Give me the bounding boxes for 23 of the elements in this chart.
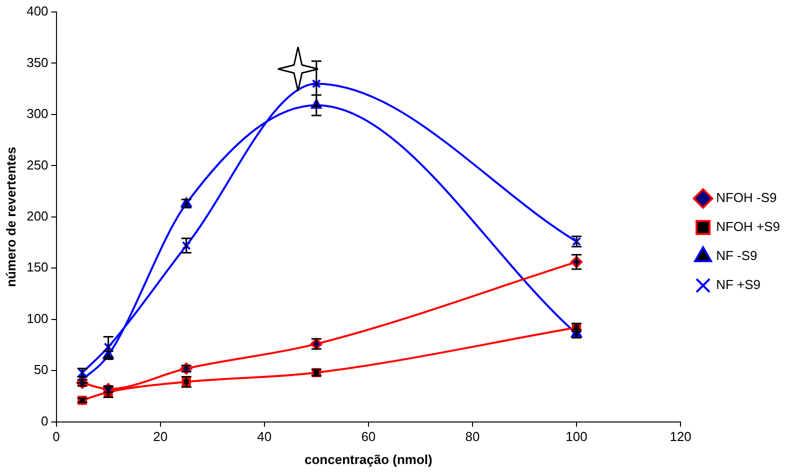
y-tick-label: 250: [26, 157, 48, 172]
x-tick-label: 80: [465, 429, 480, 444]
y-tick-label: 300: [26, 106, 48, 122]
x-axis-title: concentração (nmol): [304, 452, 432, 467]
x-tick-label: 100: [566, 429, 588, 444]
legend-label: NFOH +S9: [716, 219, 780, 234]
x-tick-label: 0: [52, 429, 60, 444]
legend-label: NFOH -S9: [716, 190, 777, 206]
x-tick-label: 40: [257, 429, 272, 444]
y-axis-title: número de revertentes: [3, 146, 18, 287]
x-tick-label: 60: [361, 429, 376, 444]
y-tick-label: 150: [26, 260, 48, 275]
y-tick-label: 50: [34, 362, 48, 378]
x-tick-label: 20: [153, 429, 168, 444]
x-tick-label: 120: [670, 429, 692, 444]
legend-label: NF +S9: [716, 277, 761, 292]
y-tick-label: 200: [26, 208, 48, 224]
y-tick-label: 0: [41, 413, 48, 428]
y-tick-label: 350: [26, 54, 48, 70]
y-tick-label: 100: [26, 310, 48, 326]
point: [180, 362, 192, 375]
legend-label: NF -S9: [716, 248, 758, 264]
y-tick-label: 400: [26, 4, 48, 19]
